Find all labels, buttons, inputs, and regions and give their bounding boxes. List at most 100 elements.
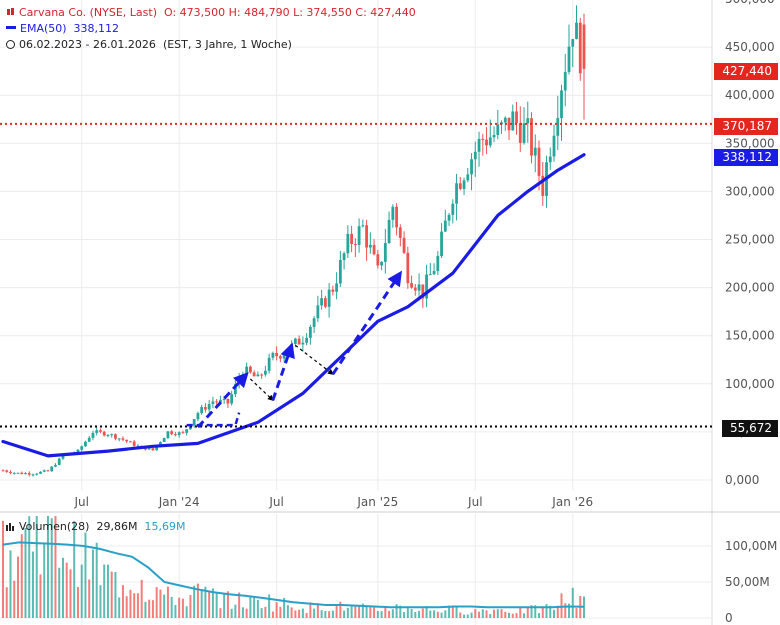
line-swatch-icon — [6, 26, 16, 29]
candle — [331, 285, 335, 296]
candle-body — [106, 435, 110, 437]
volume-bar — [279, 606, 282, 618]
volume-bar — [444, 610, 447, 618]
candle-body — [447, 214, 451, 221]
volume-bar — [354, 606, 357, 618]
x-tick-label: Jul — [73, 495, 88, 509]
candle-body — [477, 138, 481, 152]
volume-bar — [80, 564, 83, 618]
volume-bar — [84, 532, 87, 618]
volume-bar — [346, 607, 349, 618]
candle — [110, 433, 114, 438]
candle — [271, 351, 275, 361]
y-tick-label: 250,000 — [725, 233, 775, 247]
candle-body — [147, 448, 151, 450]
volume-bar — [549, 605, 552, 618]
candle-body — [451, 203, 455, 215]
candle — [16, 472, 20, 474]
candle — [27, 471, 31, 477]
candle — [95, 427, 99, 436]
candle-body — [181, 432, 185, 434]
candle-body — [496, 124, 500, 136]
volume-bar — [541, 606, 544, 618]
volume-bar — [61, 557, 64, 618]
volume-bar — [369, 605, 372, 618]
candle-body — [552, 135, 556, 157]
candlestick-series — [1, 5, 586, 477]
volume-bar — [350, 605, 353, 618]
candle — [323, 295, 327, 309]
candle — [417, 273, 421, 301]
candle-body — [102, 431, 106, 436]
candle-body — [61, 455, 65, 459]
candle — [196, 411, 200, 422]
volume-bar — [264, 606, 267, 618]
candle-body — [9, 471, 12, 474]
candle — [410, 275, 413, 289]
candle-body — [159, 442, 162, 446]
candle-body — [556, 118, 560, 136]
candle — [275, 346, 279, 361]
candle — [357, 218, 361, 253]
volume-bar — [163, 594, 166, 618]
candle-body — [305, 337, 309, 343]
candle-body — [99, 430, 102, 432]
y-tick-label: 100,000 — [725, 377, 775, 391]
candle-body — [421, 284, 425, 299]
candle — [447, 212, 451, 226]
date-range: 06.02.2023 - 26.01.2026 — [19, 38, 156, 51]
volume-bar — [395, 604, 398, 618]
candle-body — [215, 401, 219, 403]
volume-bar — [451, 605, 454, 618]
trend-arrow-black — [295, 344, 334, 375]
candle — [320, 289, 324, 310]
candle — [567, 24, 571, 75]
volume-bar — [241, 607, 244, 618]
candle — [485, 126, 488, 155]
volume-bar — [31, 551, 34, 618]
candle — [353, 238, 357, 258]
candle — [443, 209, 447, 232]
candle — [24, 472, 27, 475]
candle — [571, 38, 575, 68]
candle — [9, 470, 12, 475]
volume-bar — [50, 518, 53, 618]
volume-bar — [440, 612, 443, 618]
candle-body — [466, 174, 470, 181]
volume-bar — [73, 520, 76, 618]
candle-body — [260, 374, 264, 376]
candle — [267, 353, 271, 374]
volume-bar — [238, 592, 241, 618]
candle-body — [204, 407, 207, 410]
candle-body — [515, 111, 518, 123]
candle-body — [365, 225, 368, 248]
candle — [462, 177, 466, 196]
volume-bar — [249, 596, 252, 618]
candle-body — [16, 472, 20, 474]
candle-body — [522, 123, 526, 143]
candle-body — [196, 413, 200, 420]
chart-title: Carvana Co. (NYSE, Last) — [19, 6, 157, 19]
volume-bar — [399, 605, 402, 618]
candle-body — [380, 261, 383, 266]
candle — [560, 84, 563, 141]
volume-bar — [575, 608, 578, 618]
ema-legend-label: EMA(50) — [20, 22, 67, 35]
candle-body — [297, 338, 301, 345]
candle — [248, 365, 252, 374]
volume-bar — [166, 586, 169, 618]
volume-bar — [283, 597, 286, 618]
candle-body — [234, 383, 237, 395]
candle — [492, 126, 496, 143]
volume-bar — [433, 610, 436, 618]
trend-arrow-blue — [196, 371, 249, 429]
volume-bar — [316, 603, 319, 618]
volume-bar — [58, 567, 61, 618]
volume-bar — [5, 587, 8, 618]
candle-body — [342, 253, 346, 260]
volume-bar — [365, 605, 368, 618]
candle-body — [432, 271, 436, 275]
candle-body — [473, 151, 477, 160]
volume-bar — [384, 605, 387, 618]
